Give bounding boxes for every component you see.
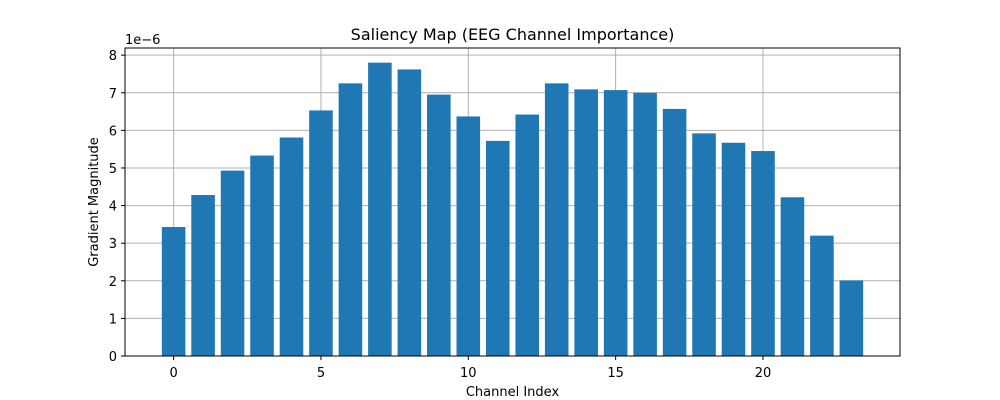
- bar-channel-0: [161, 227, 186, 356]
- bar-channel-13: [544, 83, 569, 356]
- bar-channel-5: [309, 110, 333, 356]
- bar-channel-4: [279, 137, 304, 356]
- bar-channel-14: [574, 89, 598, 356]
- x-tick-label: 15: [607, 366, 624, 381]
- x-axis-label: Channel Index: [466, 385, 560, 400]
- bar-channel-11: [485, 140, 510, 356]
- bar-channel-23: [839, 280, 864, 356]
- y-tick-label: 8: [109, 49, 117, 64]
- bar-channel-15: [603, 90, 628, 356]
- bar-channel-21: [780, 197, 805, 356]
- bars: [161, 62, 864, 357]
- bar-channel-19: [721, 142, 746, 356]
- y-axis-label: Gradient Magnitude: [87, 137, 102, 267]
- bar-channel-3: [250, 155, 274, 356]
- y-tick-label: 2: [109, 275, 117, 290]
- y-tick-label: 0: [109, 350, 117, 365]
- y-tick-label: 7: [109, 87, 117, 102]
- bar-channel-20: [751, 151, 775, 356]
- x-tick-label: 10: [460, 366, 477, 381]
- y-tick-label: 5: [109, 162, 117, 177]
- y-tick-label: 1: [109, 312, 117, 327]
- y-tick-label: 6: [109, 124, 117, 139]
- bar-channel-18: [692, 133, 716, 356]
- x-tick-label: 20: [755, 366, 772, 381]
- bar-channel-7: [368, 62, 392, 357]
- bar-channel-9: [427, 94, 451, 356]
- x-tick-label: 0: [169, 366, 177, 381]
- bar-channel-10: [456, 116, 481, 356]
- bar-channel-8: [397, 69, 422, 356]
- y-offset-label: 1e−6: [125, 33, 160, 48]
- chart-title: Saliency Map (EEG Channel Importance): [351, 25, 675, 44]
- x-tick-label: 5: [317, 366, 325, 381]
- y-tick-label: 4: [109, 200, 117, 215]
- bar-channel-12: [515, 114, 540, 356]
- bar-channel-2: [220, 170, 245, 356]
- y-tick-label: 3: [109, 237, 117, 252]
- plot-frame: [124, 47, 901, 357]
- bar-channel-1: [191, 195, 215, 356]
- ticks: 0 1 2 3 4 5 6 7 8 0 5 10 15 20: [109, 49, 772, 381]
- bar-channel-22: [810, 235, 834, 356]
- bar-channel-17: [662, 108, 687, 356]
- bar-channel-16: [633, 92, 657, 356]
- bar-channel-6: [338, 83, 363, 356]
